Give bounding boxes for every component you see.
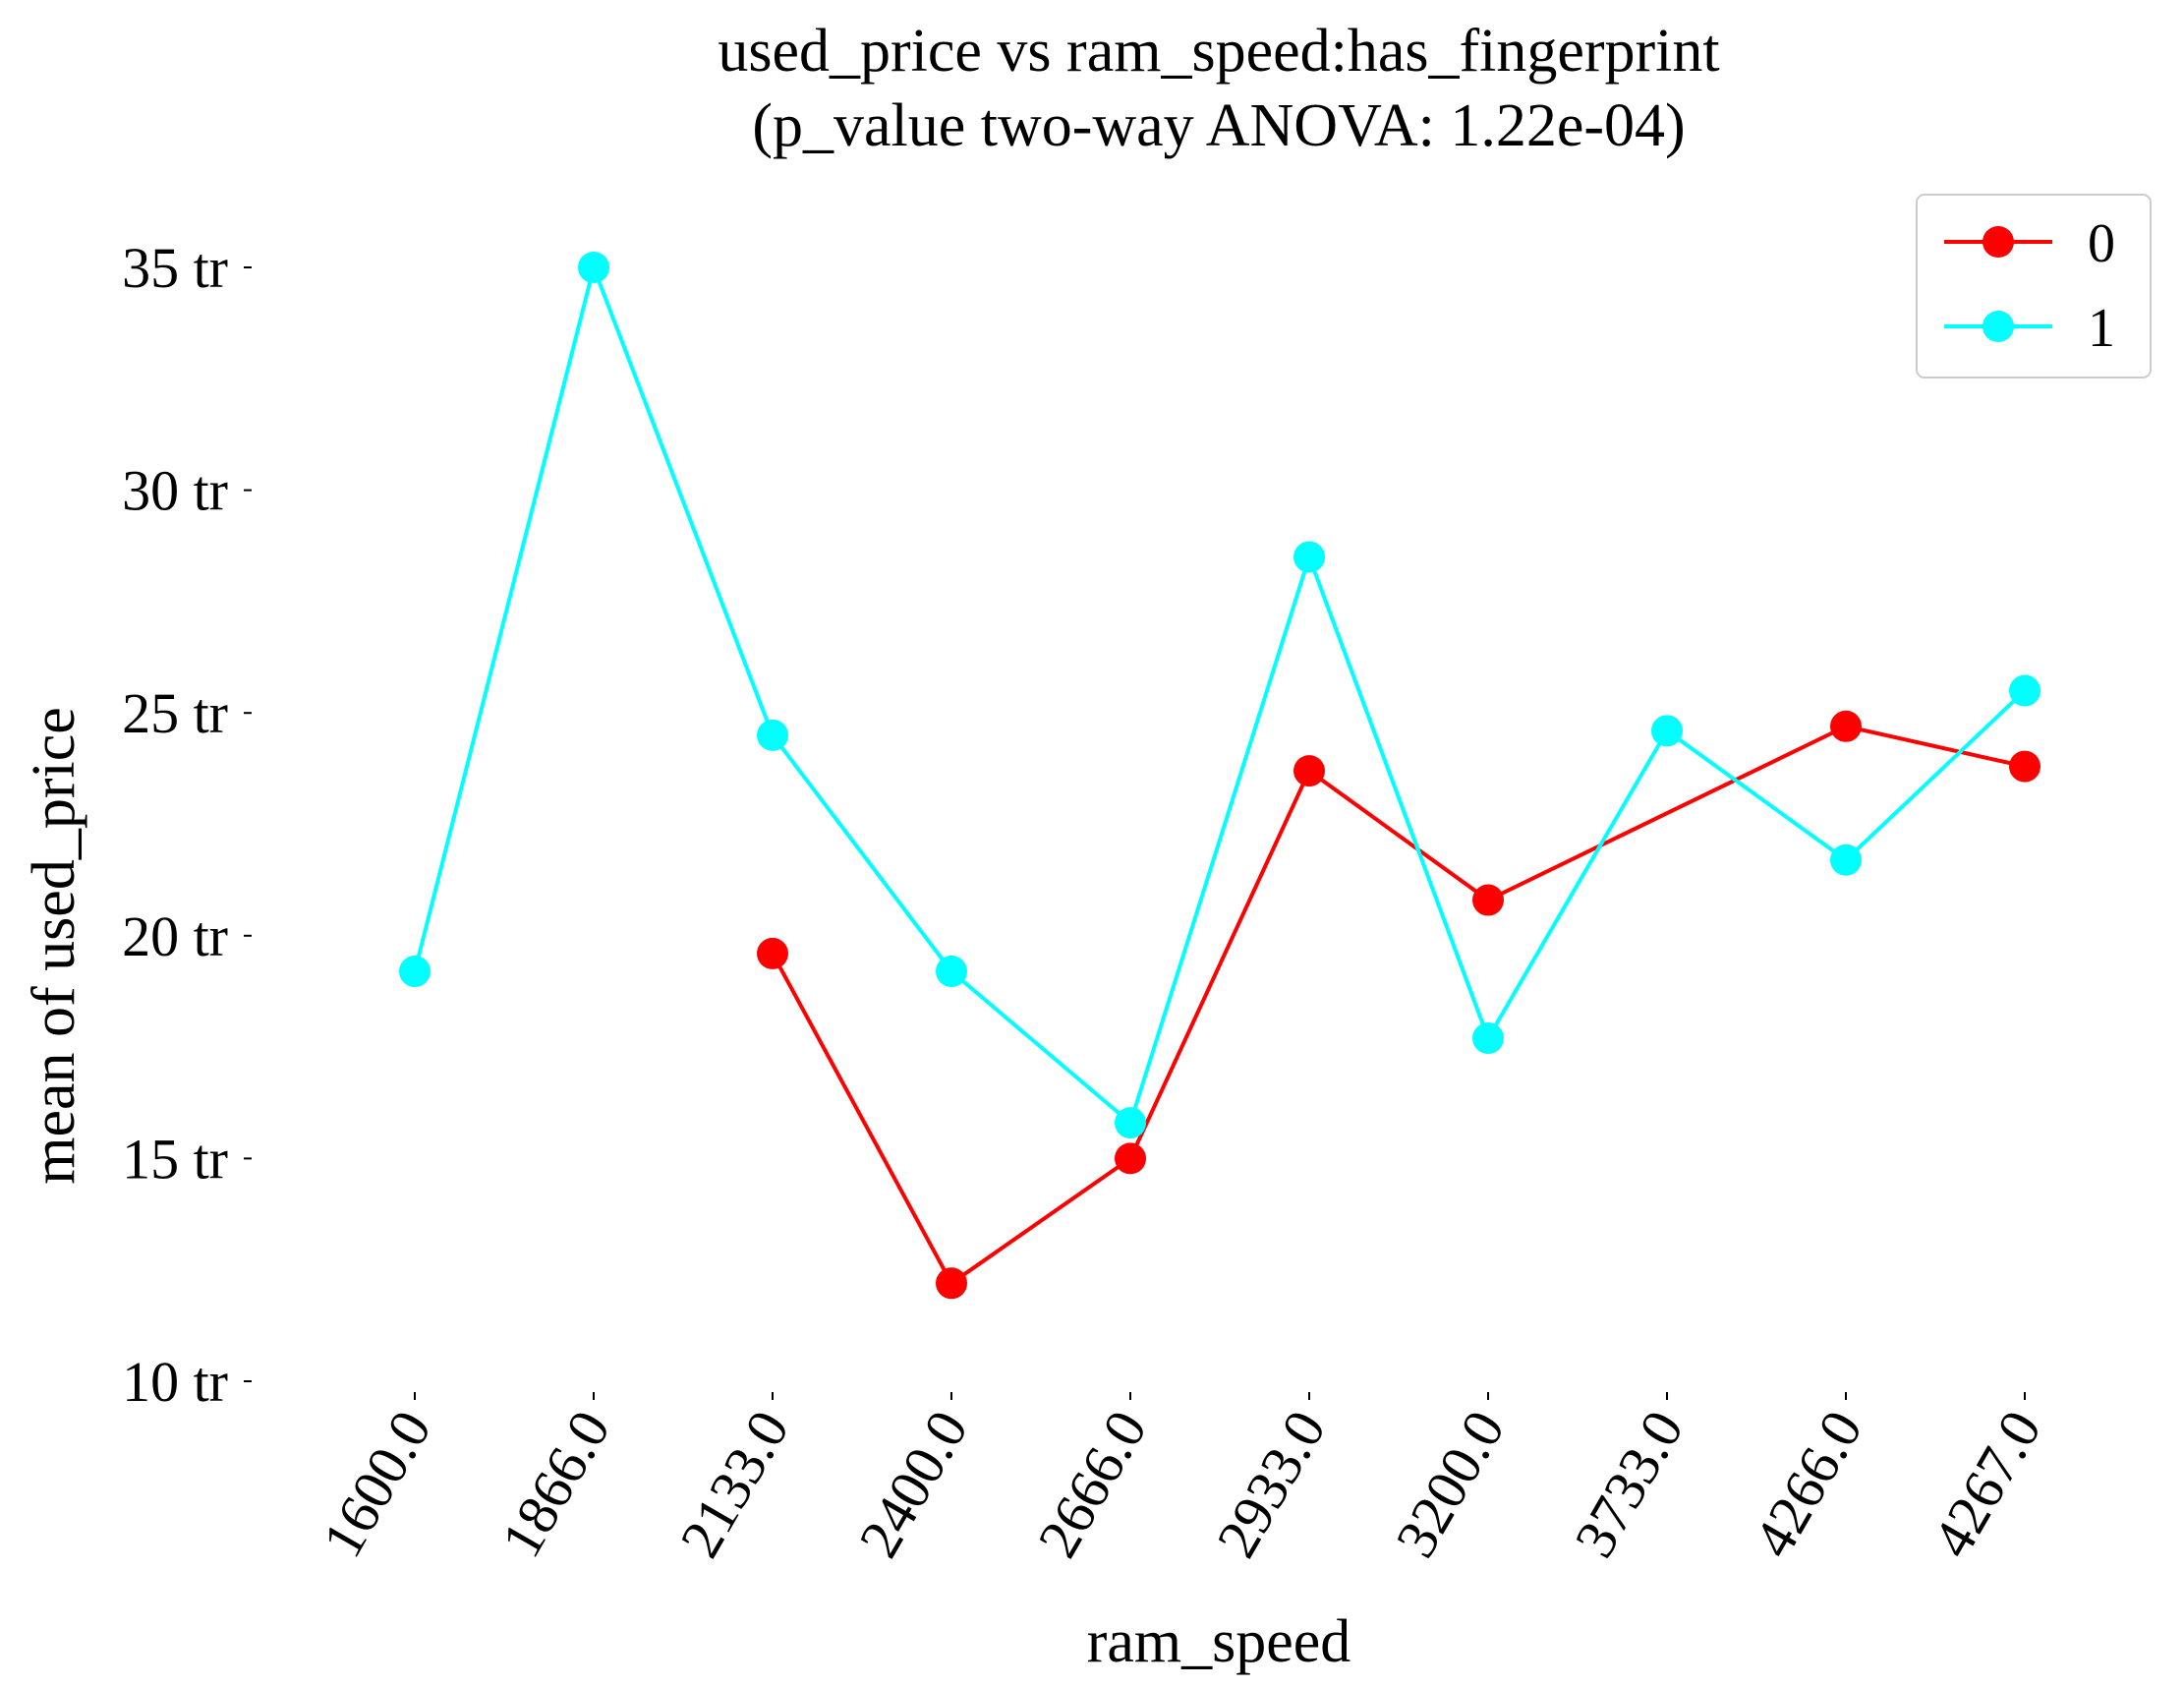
series-line xyxy=(413,261,2027,1127)
legend: 01 xyxy=(1916,194,2152,378)
x-tick-label: 1866.0 xyxy=(489,1400,622,1568)
y-axis-label: mean of used_price xyxy=(21,707,87,1184)
data-point xyxy=(1115,1107,1146,1139)
data-point xyxy=(578,252,609,283)
data-point xyxy=(1472,1022,1504,1055)
data-point xyxy=(1293,755,1325,787)
y-tick-label: 10 tr xyxy=(122,1350,228,1414)
data-point xyxy=(2009,750,2040,783)
y-axis: 10 tr 15 tr 20 tr 25 tr 30 tr 35 tr xyxy=(122,236,252,1414)
x-tick-label: 2666.0 xyxy=(1025,1400,1159,1568)
series-line xyxy=(771,724,2026,1287)
x-tick-label: 4267.0 xyxy=(1920,1400,2053,1568)
x-tick-label: 1600.0 xyxy=(310,1400,443,1568)
data-point xyxy=(757,937,788,969)
y-tick-label: 20 tr xyxy=(122,904,228,968)
data-point xyxy=(1115,1142,1146,1175)
data-point xyxy=(1472,884,1504,916)
data-point xyxy=(2009,674,2040,707)
data-point xyxy=(1651,715,1683,747)
x-axis-label: ram_speed xyxy=(1087,1608,1351,1675)
data-point xyxy=(1293,541,1325,573)
legend-label: 1 xyxy=(2088,298,2115,359)
chart-subtitle: (p_value two-way ANOVA: 1.22e-04) xyxy=(752,92,1685,159)
legend-box xyxy=(1916,194,2152,378)
series-1 xyxy=(399,252,2040,1139)
x-tick-label: 2400.0 xyxy=(846,1400,980,1568)
legend-label: 0 xyxy=(2088,213,2115,274)
data-point xyxy=(757,719,788,751)
x-axis: 1600.0 1866.0 2133.0 2400.0 2666.0 2933.0 3200… xyxy=(310,1392,2053,1568)
data-point xyxy=(1830,710,1862,742)
x-tick-label: 2133.0 xyxy=(667,1400,801,1568)
x-tick-label: 3200.0 xyxy=(1383,1400,1517,1568)
x-tick-label: 2933.0 xyxy=(1204,1400,1338,1568)
legend-swatch-marker xyxy=(1983,311,2014,342)
x-tick-label: 3733.0 xyxy=(1562,1400,1695,1568)
y-tick-label: 15 tr xyxy=(122,1127,228,1191)
data-point xyxy=(936,1267,967,1300)
series-0 xyxy=(757,710,2040,1300)
y-tick-label: 25 tr xyxy=(122,681,228,745)
y-tick-label: 30 tr xyxy=(122,459,228,523)
data-point xyxy=(936,956,967,988)
legend-swatch-marker xyxy=(1983,226,2014,258)
data-point xyxy=(399,956,431,988)
y-tick-label: 35 tr xyxy=(122,236,228,300)
x-tick-label: 4266.0 xyxy=(1741,1400,1874,1568)
chart-title: used_price vs ram_speed:has_fingerprint xyxy=(718,18,1719,85)
data-point xyxy=(1830,844,1862,876)
plot-area xyxy=(399,252,2040,1300)
